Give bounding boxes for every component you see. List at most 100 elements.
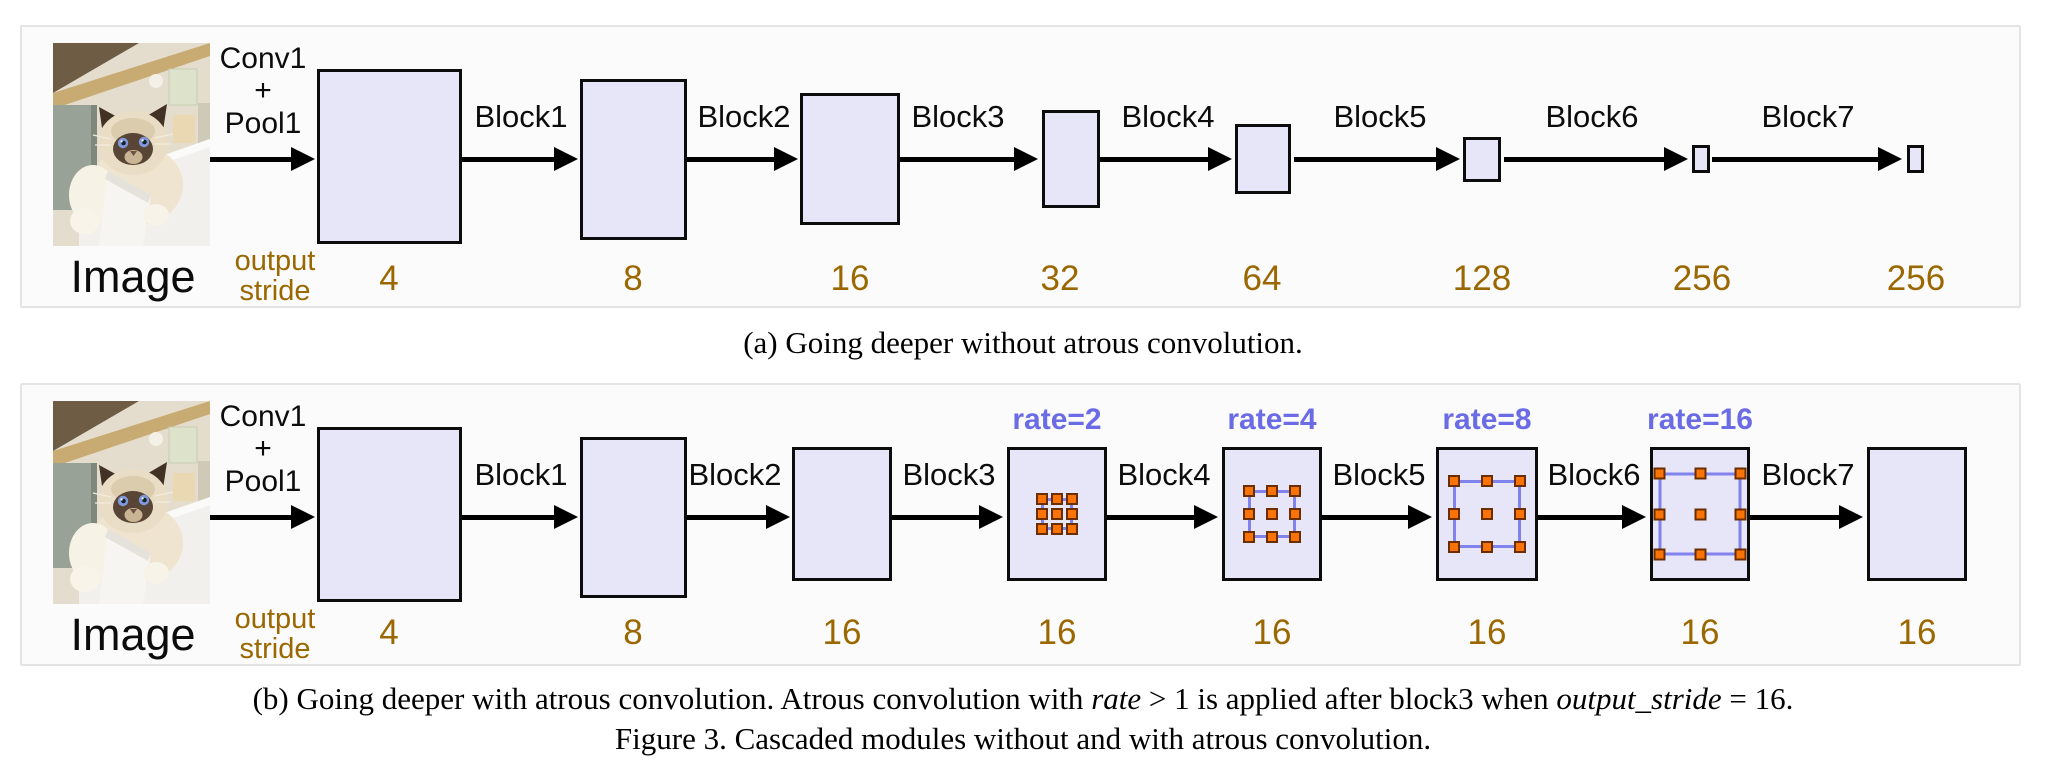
atrous-dot [1243,508,1255,520]
atrous-dot [1481,541,1493,553]
arrow-head [1664,147,1688,171]
atrous-dot [1694,548,1706,561]
block5-label: Block5 [1332,457,1426,492]
atrous-dot [1066,508,1078,520]
atrous-dot [1066,493,1078,505]
atrous-dot [1653,467,1666,480]
stride-value: 16 [1897,613,1937,652]
block-a-os8 [580,79,687,240]
block-b-rate2 [1007,447,1107,581]
block2-label: Block2 [688,457,782,492]
panel-b-with-atrous: Image Conv1 + Pool1 output stride [20,383,2021,666]
arrow-shaft [1107,514,1202,520]
atrous-dot [1266,485,1278,497]
atrous-dot [1514,541,1526,553]
block-a-os4 [317,69,462,244]
block3-label: Block3 [902,457,996,492]
block3-label: Block3 [911,99,1005,134]
block-a-os256-1 [1692,145,1710,173]
image-label: Image [70,609,196,660]
block6-label: Block6 [1547,457,1641,492]
block-b-os16 [792,447,892,581]
atrous-dot [1694,467,1706,480]
atrous-dot [1653,548,1666,561]
arrow-head [1839,505,1863,529]
block7-label: Block7 [1761,99,1855,134]
stride-value: 64 [1242,259,1282,298]
block5-label: Block5 [1333,99,1427,134]
atrous-dot [1514,475,1526,487]
atrous-dot [1036,523,1048,535]
block6-label: Block6 [1545,99,1639,134]
atrous-dot [1266,508,1278,520]
arrow-head [554,147,578,171]
arrow-shaft [210,514,299,520]
cat-photo [53,43,210,246]
stride-value: 8 [623,259,643,298]
output-stride-line1: output [234,245,316,277]
arrow-shaft [1294,156,1444,162]
atrous-dot [1036,493,1048,505]
atrous-grid-rate8 [1448,475,1526,553]
arrow-shaft [1712,156,1886,162]
stride-value: 128 [1452,259,1512,298]
block-b-rate16 [1650,447,1750,581]
arrow-shaft [1322,514,1416,520]
caption-b-text: (b) Going deeper with atrous convolution… [252,681,1092,716]
atrous-dot [1734,508,1747,520]
plus-line: + [254,432,272,466]
rate8-label: rate=8 [1442,403,1532,436]
plus-line: + [254,74,272,108]
output-stride-line2: stride [239,633,311,666]
caption-b-text: > 1 is applied after block3 when [1141,681,1557,716]
block7-label: Block7 [1761,457,1855,492]
caption-b-text: = 16. [1721,681,1794,716]
stride-value: 16 [1680,613,1720,652]
arrow-shaft [687,156,782,162]
arrow-head [1014,147,1038,171]
arrow-head [1878,147,1902,171]
arrow-head [291,505,315,529]
caption-b: (b) Going deeper with atrous convolution… [0,681,2046,717]
output-stride-label: output stride [204,246,346,307]
atrous-dot [1051,508,1063,520]
rate2-label: rate=2 [1012,403,1102,436]
block-a-os64 [1235,124,1291,194]
pool1-line: Pool1 [224,464,302,498]
stride-value: 16 [822,613,862,652]
atrous-dot [1734,467,1747,480]
caption-a: (a) Going deeper without atrous convolut… [743,325,1303,360]
block1-label: Block1 [474,457,568,492]
arrow-head [1436,147,1460,171]
block4-label: Block4 [1121,99,1215,134]
arrow-head [1208,147,1232,171]
arrow-shaft [210,156,299,162]
arrow-shaft [462,156,562,162]
arrow-head [1622,505,1646,529]
figure-caption: Figure 3. Cascaded modules without and w… [614,721,1432,756]
atrous-dot [1514,508,1526,520]
stride-value: 16 [1037,613,1077,652]
atrous-grid-rate2 [1036,493,1078,535]
atrous-dot [1481,508,1493,520]
atrous-dot [1448,508,1460,520]
arrow-shaft [892,514,987,520]
pool1-line: Pool1 [224,106,302,140]
atrous-dot [1289,531,1301,543]
atrous-dot [1289,508,1301,520]
stride-value: 4 [379,613,399,652]
block-a-os32 [1042,110,1100,208]
output-stride-label: output stride [204,604,346,665]
arrow-head [554,505,578,529]
atrous-grid-rate4 [1243,485,1301,543]
atrous-dot [1066,523,1078,535]
atrous-dot [1448,475,1460,487]
output-stride-line1: output [234,603,316,635]
block4-label: Block4 [1117,457,1211,492]
conv1-pool1-label: Conv1 + Pool1 [190,42,336,140]
atrous-dot [1036,508,1048,520]
stride-value: 16 [830,259,870,298]
conv1-pool1-label: Conv1 + Pool1 [190,400,336,498]
arrow-shaft [687,514,774,520]
